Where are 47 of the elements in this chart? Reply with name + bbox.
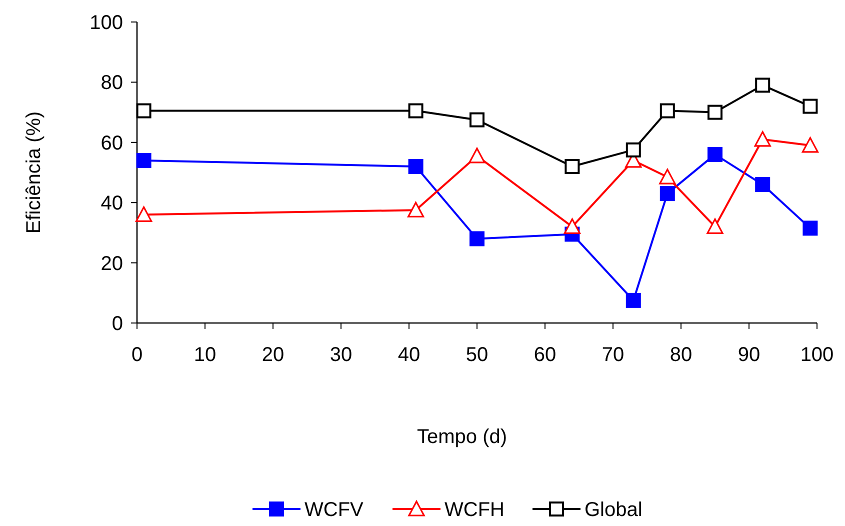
point [706,218,724,234]
point [408,103,424,118]
legend-label: WCFH [444,499,504,521]
x-tick-label: 80 [670,344,692,366]
legend-label: Global [584,499,642,521]
x-tick-label: 40 [398,344,420,366]
y-tick-label: 40 [100,192,123,215]
x-axis-title: Tempo (d) [416,426,508,448]
y-tick-label: 20 [100,252,123,275]
point [470,112,484,128]
point [468,148,486,164]
x-tick-label: 10 [194,344,216,366]
x-tick-label: 0 [131,344,143,366]
point [754,131,771,147]
point [626,142,641,158]
point [802,137,818,153]
point [564,218,580,234]
point [802,220,818,236]
point [660,103,675,118]
y-tick-label: 100 [90,12,123,34]
point [136,152,152,168]
point [708,146,722,162]
point [408,158,424,174]
point [660,186,675,202]
point [755,177,770,192]
point [755,78,770,93]
x-tick-label: 50 [466,344,488,366]
y-tick-label: 0 [112,313,123,335]
x-tick-label: 70 [602,344,624,366]
point [708,104,722,120]
x-tick-label: 20 [262,344,284,366]
point [659,168,676,184]
x-tick-label: 90 [738,344,760,366]
point [136,103,152,118]
y-tick-label: 80 [100,72,123,94]
legend-label: WCFV [304,499,364,521]
y-axis-title: Eficiência (%) [23,111,45,234]
x-tick-label: 100 [800,344,834,366]
point [136,206,152,222]
point [470,231,484,246]
point [802,98,818,114]
point [564,158,580,174]
point [408,202,424,218]
y-tick-label: 60 [100,132,123,154]
point [626,292,641,308]
x-tick-label: 30 [330,344,352,366]
x-tick-label: 60 [534,344,556,366]
